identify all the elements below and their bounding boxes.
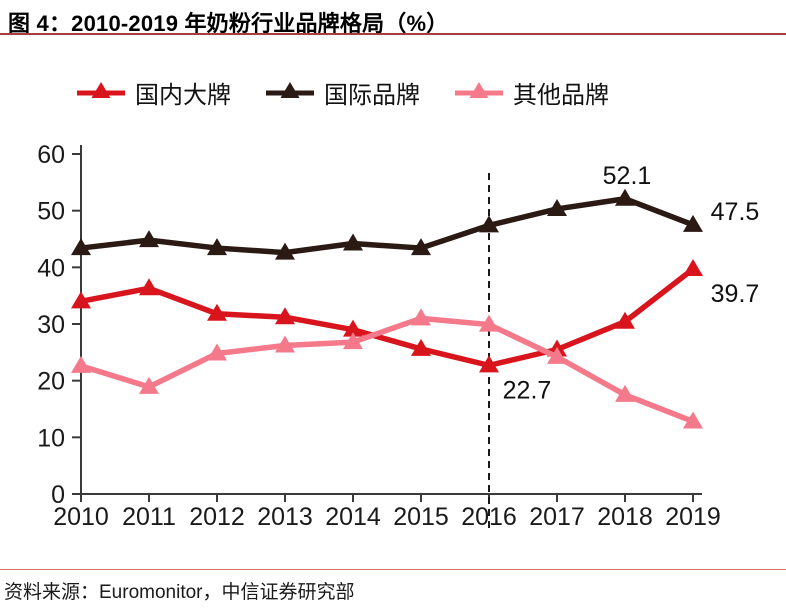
chart-area: 0 10 20 30 40 50 60 2010 2011 2012 2013 2014 2015 201… <box>0 140 786 540</box>
data-label: 47.5 <box>711 198 760 226</box>
data-point-marker <box>479 355 499 373</box>
series-line-0 <box>78 266 696 369</box>
data-point-marker <box>615 188 635 206</box>
data-point-marker <box>343 319 363 337</box>
data-point-marker <box>71 291 91 309</box>
x-axis-tick-label: 2010 <box>53 503 109 531</box>
data-point-marker <box>479 215 499 233</box>
legend-label: 其他品牌 <box>513 81 609 109</box>
data-point-marker <box>139 278 159 296</box>
y-axis-tick-label: 40 <box>37 254 65 282</box>
legend-label: 国际品牌 <box>324 81 420 109</box>
x-axis-tick-label: 2017 <box>529 503 585 531</box>
data-point-marker <box>547 346 567 364</box>
data-point-marker <box>275 335 295 353</box>
x-axis-tick-label: 2013 <box>257 503 313 531</box>
y-axis-tick-label: 20 <box>37 368 65 396</box>
data-point-marker <box>207 343 227 361</box>
data-point-marker <box>71 355 91 373</box>
brand-share-line-chart: 0 10 20 30 40 50 60 2010 2011 2012 2013 2014 2015 201… <box>37 141 760 531</box>
data-point-marker <box>139 376 159 394</box>
data-point-marker <box>207 238 227 256</box>
series-line-2 <box>78 315 696 425</box>
data-point-marker <box>615 311 635 329</box>
legend-marker-triangle-icon <box>77 82 125 98</box>
data-point-marker <box>411 238 431 256</box>
source-divider <box>0 569 786 570</box>
legend-item-domestic: 国内大牌 <box>76 75 231 110</box>
x-axis-tick-label: 2012 <box>189 503 245 531</box>
y-axis-tick-label: 60 <box>37 141 65 169</box>
data-point-marker <box>139 230 159 248</box>
data-label: 22.7 <box>503 376 552 404</box>
legend-item-international: 国际品牌 <box>265 75 420 110</box>
data-point-marker <box>343 233 363 251</box>
data-point-marker <box>411 338 431 356</box>
data-point-marker <box>411 308 431 326</box>
legend-marker-triangle-icon <box>455 82 503 98</box>
series-line-1 <box>78 196 696 256</box>
data-point-marker <box>547 198 567 216</box>
legend-item-other: 其他品牌 <box>454 75 609 110</box>
x-axis-tick-label: 2019 <box>665 503 721 531</box>
x-axis-tick-label: 2011 <box>122 503 176 531</box>
source-note: 资料来源：Euromonitor，中信证券研究部 <box>4 582 355 603</box>
x-axis-tick-label: 2014 <box>325 503 381 531</box>
y-axis-tick-label: 10 <box>37 424 65 452</box>
data-label: 39.7 <box>711 280 760 308</box>
x-axis-tick-label: 2018 <box>597 503 653 531</box>
data-point-marker <box>683 411 703 429</box>
legend: 国内大牌 国际品牌 其他品牌 <box>76 74 609 110</box>
title-underline <box>0 33 786 35</box>
data-point-marker <box>683 259 703 277</box>
data-point-marker <box>71 238 91 256</box>
legend-marker-triangle-icon <box>266 82 314 98</box>
y-axis-tick-label: 0 <box>51 481 65 509</box>
data-point-marker <box>275 242 295 260</box>
data-point-marker <box>207 303 227 321</box>
y-axis-tick-label: 50 <box>37 198 65 226</box>
data-point-marker <box>615 384 635 402</box>
x-axis-tick-label: 2015 <box>393 503 449 531</box>
legend-label: 国内大牌 <box>135 81 231 109</box>
chart-title: 图 4：2010-2019 年奶粉行业品牌格局（%） <box>8 11 449 36</box>
data-point-marker <box>479 314 499 332</box>
data-point-marker <box>343 332 363 350</box>
y-axis-tick-label: 30 <box>37 311 65 339</box>
data-point-marker <box>683 214 703 232</box>
data-point-marker <box>275 307 295 325</box>
data-label: 52.1 <box>603 162 652 190</box>
